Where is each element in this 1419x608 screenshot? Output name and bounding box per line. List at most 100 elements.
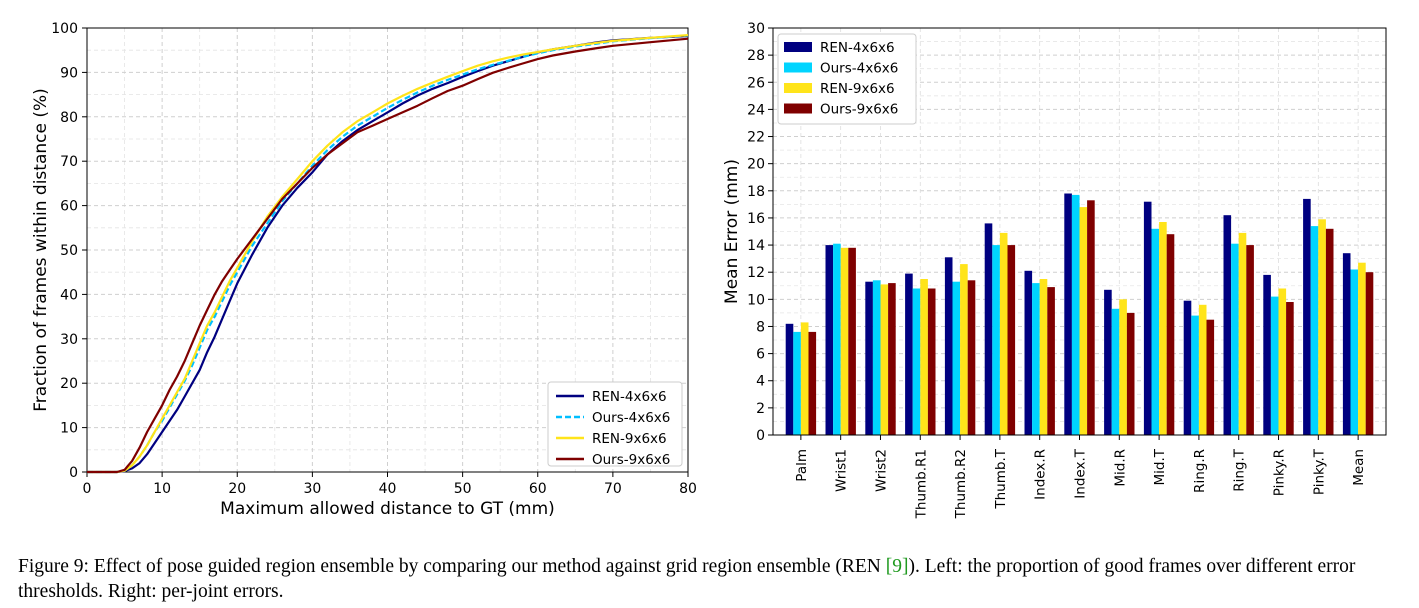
bar-Ours-4x6x6-Palm xyxy=(793,331,801,435)
bar-Ours-9x6x6-Pinky.T xyxy=(1325,228,1334,435)
bar-REN-9x6x6-Thumb.R2 xyxy=(960,264,968,435)
bar-REN-9x6x6-Pinky.T xyxy=(1318,219,1326,435)
y-tick-label: 10 xyxy=(60,421,78,437)
bar-Ours-4x6x6-Ring.T xyxy=(1231,243,1239,435)
x-tick-label: Mid.T xyxy=(1152,448,1168,485)
bar-REN-4x6x6-Wrist1 xyxy=(825,245,834,435)
x-tick-label: 10 xyxy=(153,481,171,497)
y-tick-label: 2 xyxy=(756,401,765,417)
y-tick-label: 24 xyxy=(747,102,765,118)
bar-REN-9x6x6-Mid.T xyxy=(1159,222,1167,435)
y-tick-label: 14 xyxy=(747,238,765,254)
y-tick-label: 0 xyxy=(69,465,78,481)
bar-REN-9x6x6-Wrist1 xyxy=(840,247,849,435)
bar-Ours-4x6x6-Wrist2 xyxy=(872,280,881,435)
legend-swatch xyxy=(784,103,812,114)
x-tick-label: 70 xyxy=(604,481,622,497)
y-tick-label: 80 xyxy=(60,110,78,126)
bar-Ours-9x6x6-Ring.R xyxy=(1206,319,1215,435)
legend-swatch xyxy=(784,42,812,52)
y-tick-label: 26 xyxy=(747,75,765,91)
bar-REN-9x6x6-Thumb.R1 xyxy=(920,279,928,435)
bar-REN-9x6x6-Ring.T xyxy=(1238,232,1247,435)
bar-REN-9x6x6-Palm xyxy=(800,322,809,435)
bar-REN-4x6x6-Palm xyxy=(785,323,794,435)
bar-REN-9x6x6-Ring.R xyxy=(1198,304,1207,435)
y-tick-label: 60 xyxy=(60,199,78,215)
bar-Ours-9x6x6-Mid.R xyxy=(1126,312,1135,435)
x-tick-label: 60 xyxy=(529,481,547,497)
x-tick-label: Pinky.R xyxy=(1272,449,1288,496)
bar-REN-4x6x6-Index.T xyxy=(1064,193,1072,435)
legend-label: REN-4x6x6 xyxy=(592,389,667,405)
y-tick-label: 12 xyxy=(747,265,765,281)
bar-Ours-9x6x6-Thumb.R1 xyxy=(927,288,936,435)
series-line-Ours-9x6x6 xyxy=(87,37,689,474)
bar-REN-4x6x6-Mid.R xyxy=(1104,289,1112,435)
bar-Ours-9x6x6-Wrist1 xyxy=(848,247,856,435)
bar-Ours-9x6x6-Index.R xyxy=(1047,287,1055,435)
y-tick-label: 0 xyxy=(756,428,765,444)
x-tick-label: 0 xyxy=(83,481,92,497)
y-axis-label: Fraction of frames within distance (%) xyxy=(31,88,51,412)
caption-label: Figure 9: xyxy=(18,556,89,577)
bar-REN-9x6x6-Mid.R xyxy=(1119,299,1127,435)
y-axis-label: Mean Error (mm) xyxy=(722,159,742,304)
y-tick-label: 18 xyxy=(747,184,765,200)
y-tick-label: 70 xyxy=(60,154,78,170)
y-tick-label: 6 xyxy=(756,347,765,363)
x-tick-label: Index.T xyxy=(1073,448,1089,498)
x-tick-label: Wrist1 xyxy=(834,449,850,492)
bar-Ours-4x6x6-Mean xyxy=(1350,269,1359,435)
x-tick-label: Ring.T xyxy=(1232,448,1248,492)
x-tick-label: 50 xyxy=(454,481,472,497)
bar-Ours-4x6x6-Index.T xyxy=(1071,194,1080,435)
x-tick-label: Mid.R xyxy=(1112,449,1128,487)
bar-REN-4x6x6-Wrist2 xyxy=(865,281,873,435)
bar-Ours-4x6x6-Pinky.R xyxy=(1270,296,1279,435)
bar-Ours-4x6x6-Thumb.R1 xyxy=(912,288,921,435)
bar-REN-4x6x6-Thumb.R2 xyxy=(944,257,953,435)
bar-REN-4x6x6-Index.R xyxy=(1024,270,1033,435)
bar-Ours-9x6x6-Index.T xyxy=(1087,200,1095,435)
bar-REN-9x6x6-Pinky.R xyxy=(1278,288,1287,435)
x-tick-label: Wrist2 xyxy=(873,449,889,492)
x-tick-label: Thumb.R2 xyxy=(953,449,969,519)
figure-caption: Figure 9: Effect of pose guided region e… xyxy=(18,554,1413,604)
legend-label: Ours-9x6x6 xyxy=(820,102,898,118)
legend-label: REN-4x6x6 xyxy=(820,40,895,56)
bar-Ours-9x6x6-Pinky.R xyxy=(1286,302,1294,435)
legend-label: REN-9x6x6 xyxy=(820,81,895,97)
bar-REN-4x6x6-Thumb.R1 xyxy=(905,273,913,435)
y-tick-label: 30 xyxy=(60,332,78,348)
bar-Ours-4x6x6-Wrist1 xyxy=(833,243,841,435)
bar-Ours-9x6x6-Thumb.R2 xyxy=(967,280,976,435)
y-tick-label: 100 xyxy=(51,21,78,37)
y-tick-label: 20 xyxy=(60,376,78,392)
caption-text-2: ). Left: the proportion of good frames o… xyxy=(18,556,1356,602)
legend-label: Ours-9x6x6 xyxy=(592,452,670,468)
y-tick-label: 4 xyxy=(756,374,765,390)
plot-frame xyxy=(772,27,1387,436)
x-tick-label: 40 xyxy=(379,481,397,497)
legend-box xyxy=(777,33,917,125)
plot-frame xyxy=(86,27,689,473)
y-tick-label: 28 xyxy=(747,48,765,64)
x-tick-label: 80 xyxy=(679,481,697,497)
bar-REN-4x6x6-Mean xyxy=(1342,253,1351,435)
x-tick-label: 30 xyxy=(303,481,321,497)
bar-Ours-9x6x6-Mid.T xyxy=(1166,234,1175,435)
bar-Ours-4x6x6-Mid.T xyxy=(1151,228,1160,435)
legend-label: REN-9x6x6 xyxy=(592,431,667,447)
caption-citation-link[interactable]: [9] xyxy=(885,556,909,577)
bar-Ours-4x6x6-Thumb.R2 xyxy=(952,281,961,435)
bar-Ours-4x6x6-Ring.R xyxy=(1191,315,1199,435)
bar-REN-4x6x6-Ring.R xyxy=(1183,300,1192,435)
bar-REN-9x6x6-Thumb.T xyxy=(999,232,1008,435)
legend-swatch xyxy=(784,62,812,73)
x-tick-label: Ring.R xyxy=(1192,449,1208,493)
y-tick-label: 10 xyxy=(747,292,765,308)
cdf-line-chart: 0 10 20 30 40 50 60 70 80 0 10 20 30 40 50 60 70 80 90 100 M… xyxy=(31,21,697,519)
y-tick-label: 90 xyxy=(60,65,78,81)
bar-REN-4x6x6-Mid.T xyxy=(1143,201,1152,435)
